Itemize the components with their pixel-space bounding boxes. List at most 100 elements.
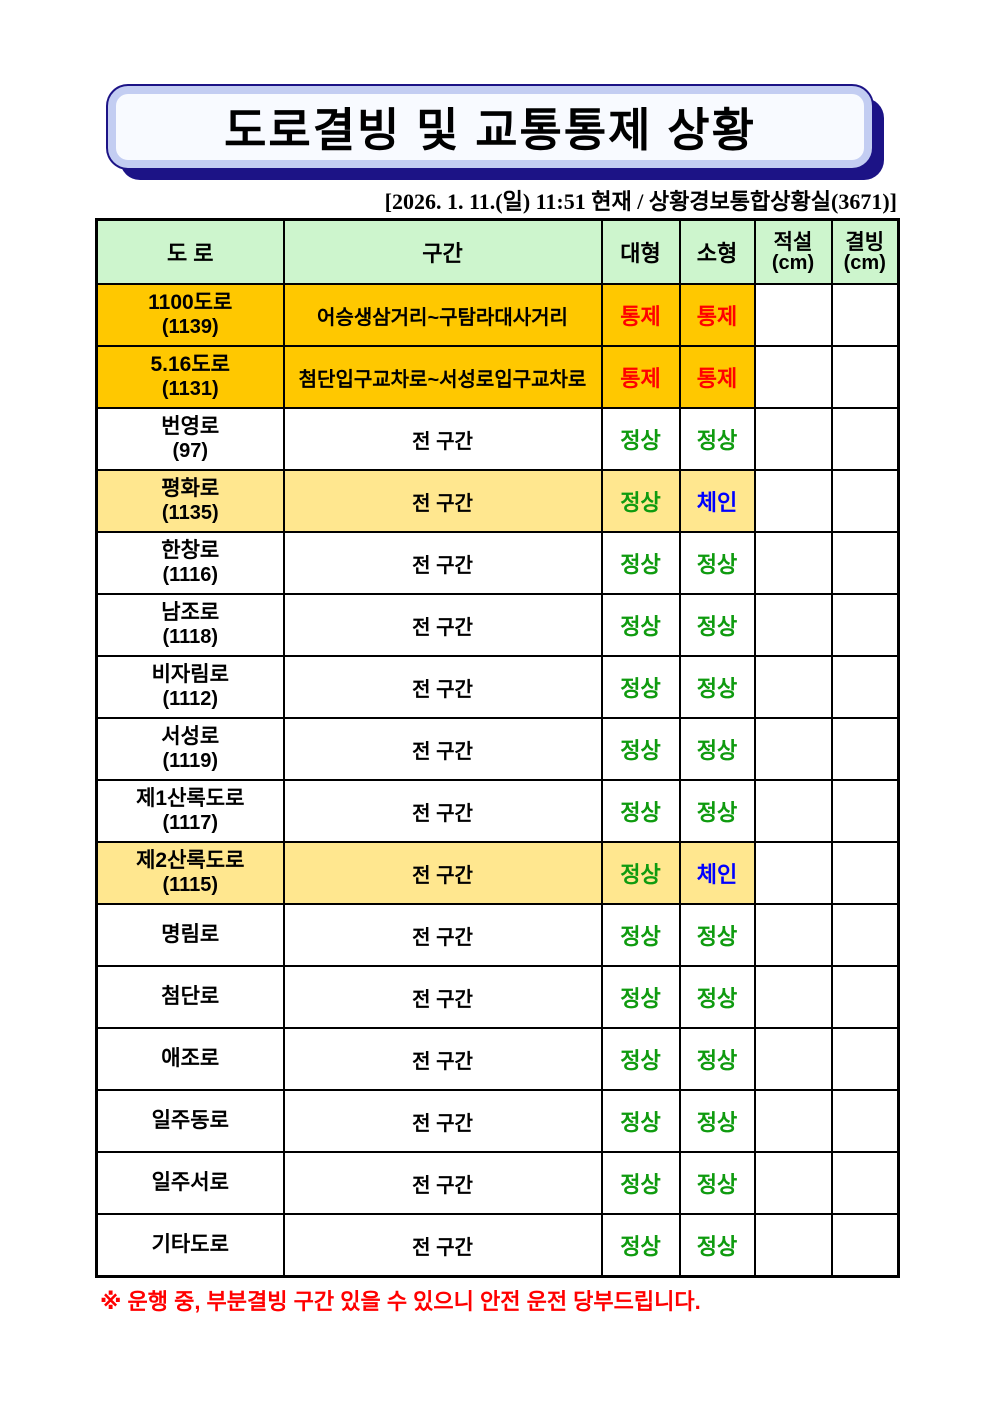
section-cell: 전 구간 xyxy=(282,531,603,595)
snowfall-cell xyxy=(753,531,833,595)
large-vehicle-status-cell: 정상 xyxy=(600,903,681,967)
small-vehicle-status-cell: 정상 xyxy=(678,531,756,595)
road-code: (1139) xyxy=(161,315,219,338)
road-cell: 번영로 (97) xyxy=(95,407,285,471)
snowfall-cell xyxy=(753,1213,833,1278)
section-cell: 전 구간 xyxy=(282,1213,603,1278)
small-vehicle-status-cell: 통제 xyxy=(678,283,756,347)
road-name: 번영로 xyxy=(161,415,220,439)
large-vehicle-status-cell: 정상 xyxy=(600,841,681,905)
road-cell: 애조로 xyxy=(95,1027,285,1091)
table-row: 번영로 (97) 전 구간 정상 정상 xyxy=(95,407,900,471)
road-code: (1131) xyxy=(161,377,219,400)
section-cell: 전 구간 xyxy=(282,779,603,843)
icing-cell xyxy=(830,965,900,1029)
small-vehicle-status-cell: 정상 xyxy=(678,1213,756,1278)
snowfall-cell xyxy=(753,655,833,719)
icing-cell xyxy=(830,655,900,719)
icing-cell xyxy=(830,283,900,347)
large-vehicle-status-cell: 정상 xyxy=(600,593,681,657)
table-row: 평화로 (1135) 전 구간 정상 체인 xyxy=(95,469,900,533)
section-cell: 전 구간 xyxy=(282,593,603,657)
road-name: 제2산록도로 xyxy=(136,849,245,873)
road-name: 서성로 xyxy=(161,725,220,749)
snowfall-cell xyxy=(753,469,833,533)
road-code: (1119) xyxy=(162,749,219,772)
road-cell: 남조로 (1118) xyxy=(95,593,285,657)
road-name: 제1산록도로 xyxy=(136,787,245,811)
large-vehicle-status-cell: 통제 xyxy=(600,283,681,347)
large-vehicle-status-cell: 정상 xyxy=(600,1027,681,1091)
road-cell: 일주동로 xyxy=(95,1089,285,1153)
header-small-vehicle: 소형 xyxy=(678,218,756,285)
road-name: 남조로 xyxy=(161,601,220,625)
road-name: 명림로 xyxy=(161,922,220,946)
large-vehicle-status-cell: 정상 xyxy=(600,407,681,471)
large-vehicle-status-cell: 정상 xyxy=(600,1151,681,1215)
section-cell: 첨단입구교차로~서성로입구교차로 xyxy=(282,345,603,409)
snowfall-cell xyxy=(753,903,833,967)
section-cell: 전 구간 xyxy=(282,655,603,719)
road-cell: 제1산록도로 (1117) xyxy=(95,779,285,843)
small-vehicle-status-cell: 체인 xyxy=(678,469,756,533)
snowfall-cell xyxy=(753,717,833,781)
road-name: 일주동로 xyxy=(151,1108,229,1132)
table-row: 일주서로 전 구간 정상 정상 xyxy=(95,1151,900,1215)
section-cell: 전 구간 xyxy=(282,1089,603,1153)
road-code: (1116) xyxy=(162,563,219,586)
icing-cell xyxy=(830,1027,900,1091)
road-cell: 명림로 xyxy=(95,903,285,967)
header-icing-label: 결빙 xyxy=(845,230,885,254)
icing-cell xyxy=(830,1151,900,1215)
road-name: 기타도로 xyxy=(151,1232,229,1256)
small-vehicle-status-cell: 정상 xyxy=(678,1027,756,1091)
road-cell: 한창로 (1116) xyxy=(95,531,285,595)
title-banner: 도로결빙 및 교통통제 상황 xyxy=(108,86,872,168)
large-vehicle-status-cell: 정상 xyxy=(600,655,681,719)
safety-notice: ※ 운행 중, 부분결빙 구간 있을 수 있으니 안전 운전 당부드립니다. xyxy=(100,1289,701,1314)
snowfall-cell xyxy=(753,1089,833,1153)
table-row: 서성로 (1119) 전 구간 정상 정상 xyxy=(95,717,900,781)
section-cell: 전 구간 xyxy=(282,717,603,781)
road-cell: 첨단로 xyxy=(95,965,285,1029)
snowfall-cell xyxy=(753,841,833,905)
road-name: 첨단로 xyxy=(161,984,220,1008)
page-title: 도로결빙 및 교통통제 상황 xyxy=(224,104,756,156)
small-vehicle-status-cell: 정상 xyxy=(678,717,756,781)
section-cell: 전 구간 xyxy=(282,407,603,471)
road-name: 한창로 xyxy=(161,539,220,563)
snowfall-cell xyxy=(753,593,833,657)
large-vehicle-status-cell: 정상 xyxy=(600,1213,681,1278)
table-row: 애조로 전 구간 정상 정상 xyxy=(95,1027,900,1091)
timestamp-source-line: [2026. 1. 11.(일) 11:51 현재 / 상황경보통합상황실(36… xyxy=(384,189,897,214)
table-row: 제2산록도로 (1115) 전 구간 정상 체인 xyxy=(95,841,900,905)
section-cell: 전 구간 xyxy=(282,1027,603,1091)
snowfall-cell xyxy=(753,1027,833,1091)
small-vehicle-status-cell: 정상 xyxy=(678,1089,756,1153)
icing-cell xyxy=(830,407,900,471)
road-cell: 제2산록도로 (1115) xyxy=(95,841,285,905)
small-vehicle-status-cell: 체인 xyxy=(678,841,756,905)
large-vehicle-status-cell: 정상 xyxy=(600,717,681,781)
road-name: 평화로 xyxy=(161,477,220,501)
large-vehicle-status-cell: 통제 xyxy=(600,345,681,409)
table-row: 제1산록도로 (1117) 전 구간 정상 정상 xyxy=(95,779,900,843)
section-cell: 전 구간 xyxy=(282,469,603,533)
small-vehicle-status-cell: 정상 xyxy=(678,903,756,967)
icing-cell xyxy=(830,345,900,409)
large-vehicle-status-cell: 정상 xyxy=(600,965,681,1029)
table-row: 첨단로 전 구간 정상 정상 xyxy=(95,965,900,1029)
table-row: 일주동로 전 구간 정상 정상 xyxy=(95,1089,900,1153)
header-snowfall-cm: 적설 (cm) xyxy=(753,218,833,285)
road-name: 비자림로 xyxy=(151,663,229,687)
road-cell: 1100도로 (1139) xyxy=(95,283,285,347)
section-cell: 어승생삼거리~구탐라대사거리 xyxy=(282,283,603,347)
snowfall-cell xyxy=(753,283,833,347)
section-cell: 전 구간 xyxy=(282,965,603,1029)
icing-cell xyxy=(830,469,900,533)
road-cell: 일주서로 xyxy=(95,1151,285,1215)
road-cell: 서성로 (1119) xyxy=(95,717,285,781)
road-name: 일주서로 xyxy=(151,1170,229,1194)
table-row: 명림로 전 구간 정상 정상 xyxy=(95,903,900,967)
small-vehicle-status-cell: 정상 xyxy=(678,655,756,719)
